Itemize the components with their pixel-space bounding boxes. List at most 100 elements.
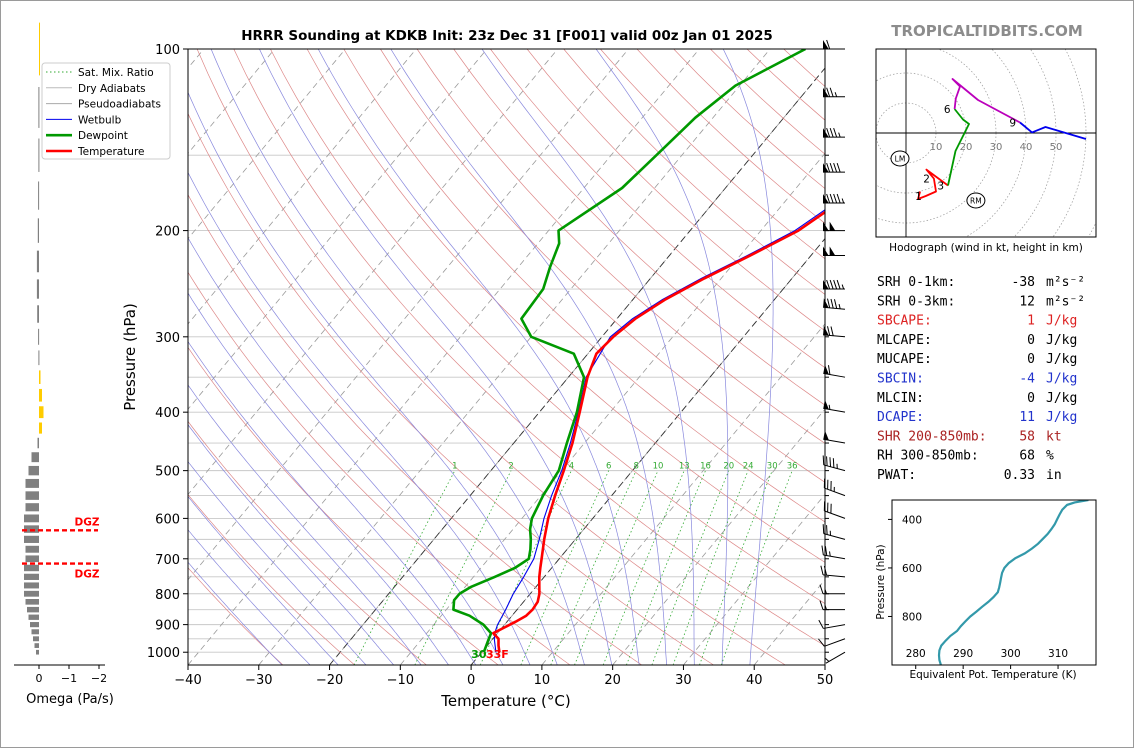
omega-bar [31,452,39,463]
wind-barb-flag [823,40,829,49]
moist-adiabat-line [188,529,311,665]
right-mover-label: RM [970,197,982,206]
hodograph-segment-line [947,108,970,186]
wind-barb-column [818,39,846,664]
wind-barb-flag [823,163,829,173]
hodograph-ring-label: 50 [1050,142,1063,153]
wind-barb-flag [823,128,829,138]
wind-barb [825,651,846,664]
hodograph-panel: 10 20 30 40 50 123 6 9 LM RM Hodograph (wind in k… [875,48,1097,254]
omega-bar [38,138,40,172]
mixing-ratio-label: 8 [633,462,638,472]
mixing-ratio-line [479,470,572,665]
theta-e-x-tick-label: 310 [1048,648,1068,660]
wind-barb-full [826,39,831,50]
omega-panel: 0 −1 −2 DGZ DGZ Omega (Pa/s) [14,22,114,707]
hodograph-height-label: 1 [915,191,922,203]
wind-barb-full [826,87,831,97]
dgz-label: DGZ [75,569,100,581]
wind-barb-full [819,584,824,594]
wind-barb-full [829,193,834,204]
omega-bar [24,525,39,533]
wind-barb-full [829,87,834,97]
mixing-ratio-label: 2 [508,462,513,472]
mixing-ratio-label: 36 [787,462,798,472]
wind-barb-full [821,545,824,556]
omega-bar [39,22,40,76]
wind-barb [818,638,846,647]
moist-adiabat-line [317,49,640,665]
mixing-ratio-line [626,470,706,665]
index-unit: in [1046,468,1062,483]
omega-bar [25,503,39,512]
wind-barb [823,221,845,232]
mixing-ratio-line [651,470,730,665]
wind-barb-staff [823,438,846,444]
skewt-y-tick-label: 500 [155,465,180,480]
isotherm-line [683,493,825,665]
legend-entry: Wetbulb [78,114,122,126]
theta-e-ylabel: Pressure (hPa) [875,544,887,619]
omega-xlabel: Omega (Pa/s) [26,692,114,707]
wind-barb-full [827,326,831,336]
theta-e-frame [891,499,1097,666]
skewt-y-tick-label: 200 [155,225,180,240]
hodograph-frame [875,48,1097,238]
isotherm-line [824,664,825,665]
wind-barb-flag [823,246,829,256]
moist-adiabat-line [188,384,422,665]
theta-e-y-tick-label: 800 [902,611,922,623]
legend-entry: Dewpoint [78,130,128,142]
omega-bar [39,406,44,419]
hodograph-segment-line [951,78,1021,124]
wind-barb [820,565,846,578]
temperature-profile-line [492,210,825,653]
omega-bar [34,643,39,648]
wind-barb-staff [823,407,846,413]
hodograph-height-label: 3 [937,181,944,193]
wind-barb [823,39,845,50]
hodograph-segment-line [917,168,949,200]
skewt-x-tick-label: −10 [387,673,414,688]
hodograph-height-label: 9 [1009,118,1016,130]
wind-barb-full [829,127,834,138]
index-value: 0 [1027,352,1035,367]
skewt-x-tick-label: 10 [534,673,551,688]
index-value: 0.33 [1004,468,1035,483]
wind-barb-full [823,565,828,576]
index-unit: J/kg [1046,352,1077,367]
dry-adiabat-line [233,49,825,647]
skewt-y-tick-label: 700 [155,553,180,568]
moist-adiabat-line [188,561,283,665]
wind-barb [823,246,845,257]
wind-barb-flag [829,221,836,231]
wind-barb-flag [823,325,829,336]
moist-adiabat-line [188,424,394,665]
mixing-ratio-label: 20 [723,462,734,472]
wind-barb-half [825,657,830,662]
wind-barb [823,127,845,138]
surface-temperature-label: 33F [486,648,509,661]
skewt-x-tick-label: 20 [604,673,621,688]
wind-barb-full [829,162,834,173]
legend-entry: Temperature [77,146,145,158]
wind-barb [823,298,846,310]
wind-barb-flag [823,193,829,203]
wind-barb-staff [823,574,846,578]
skewt-plot-frame [187,48,826,666]
wind-barb [822,524,846,540]
omega-bar [24,582,39,589]
moist-adiabat-line [481,49,695,665]
skewt-x-tick-label: −40 [174,673,201,688]
mixing-ratio-label: 1 [452,462,457,472]
legend-entry: Dry Adiabats [78,83,146,95]
wind-barb-full [820,565,824,576]
wind-barb-half [829,551,831,557]
index-value: 11 [1019,410,1035,425]
mixing-ratio-label: 6 [606,462,611,472]
index-unit: J/kg [1046,314,1077,329]
isotherm-line [188,49,700,665]
moist-adiabat-line [259,49,613,665]
index-label: MLCAPE: [877,333,932,348]
